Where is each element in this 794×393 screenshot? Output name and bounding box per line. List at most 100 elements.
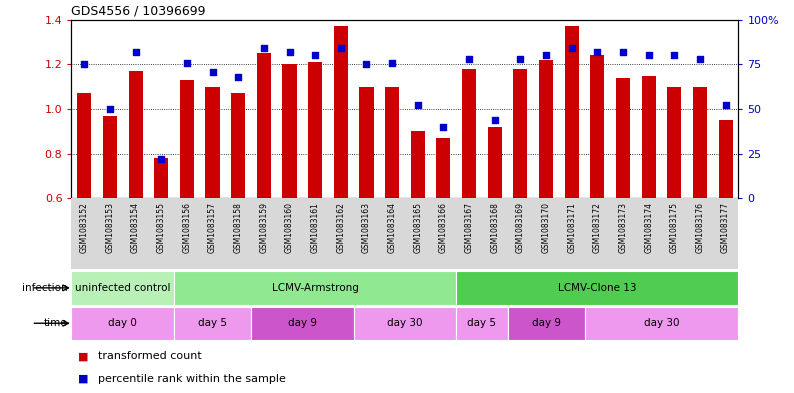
Text: LCMV-Armstrong: LCMV-Armstrong [272, 283, 359, 293]
Bar [308, 62, 322, 198]
Bar [179, 80, 194, 198]
Point [386, 59, 399, 66]
Text: ■: ■ [78, 351, 89, 361]
Bar [667, 87, 681, 198]
Text: GSM1083153: GSM1083153 [106, 202, 114, 253]
Point [360, 61, 373, 68]
Point [283, 49, 296, 55]
Point [155, 156, 168, 162]
Point [180, 59, 193, 66]
Bar [507, 307, 584, 340]
Bar [256, 53, 271, 198]
Bar [488, 127, 502, 198]
Text: GSM1083158: GSM1083158 [233, 202, 243, 253]
Text: GSM1083162: GSM1083162 [337, 202, 345, 253]
Text: GSM1083174: GSM1083174 [644, 202, 653, 253]
Point [103, 106, 116, 112]
Text: GSM1083169: GSM1083169 [516, 202, 525, 253]
Bar [457, 271, 738, 305]
Bar [462, 69, 476, 198]
Text: GSM1083152: GSM1083152 [79, 202, 89, 253]
Text: day 9: day 9 [531, 318, 561, 328]
Bar [719, 120, 733, 198]
Bar [129, 71, 143, 198]
Text: day 0: day 0 [108, 318, 137, 328]
Text: day 9: day 9 [288, 318, 317, 328]
Text: GSM1083163: GSM1083163 [362, 202, 371, 253]
Text: GSM1083170: GSM1083170 [542, 202, 550, 253]
Bar [154, 158, 168, 198]
Point [257, 45, 270, 51]
Text: GSM1083156: GSM1083156 [183, 202, 191, 253]
Text: percentile rank within the sample: percentile rank within the sample [98, 374, 286, 384]
Bar [103, 116, 117, 198]
Text: GSM1083167: GSM1083167 [464, 202, 473, 253]
Point [617, 49, 630, 55]
Text: GSM1083168: GSM1083168 [490, 202, 499, 253]
Point [719, 102, 732, 108]
Bar [539, 60, 553, 198]
Bar [693, 87, 707, 198]
Point [78, 61, 91, 68]
Point [694, 56, 707, 62]
Text: GSM1083172: GSM1083172 [593, 202, 602, 253]
Text: day 5: day 5 [198, 318, 227, 328]
Text: time: time [44, 318, 67, 328]
Bar [360, 87, 373, 198]
Bar [410, 131, 425, 198]
Point [642, 52, 655, 59]
Text: transformed count: transformed count [98, 351, 202, 361]
Text: day 5: day 5 [468, 318, 496, 328]
Text: GSM1083173: GSM1083173 [619, 202, 627, 253]
Bar [584, 307, 738, 340]
Text: GSM1083171: GSM1083171 [567, 202, 576, 253]
Bar [385, 87, 399, 198]
Point [668, 52, 680, 59]
Text: GSM1083165: GSM1083165 [413, 202, 422, 253]
Point [206, 68, 219, 75]
Bar [283, 64, 296, 198]
Bar [71, 307, 174, 340]
Bar [353, 307, 457, 340]
Text: uninfected control: uninfected control [75, 283, 171, 293]
Point [463, 56, 476, 62]
Point [514, 56, 526, 62]
Text: ■: ■ [78, 374, 89, 384]
Bar [71, 271, 174, 305]
Point [334, 45, 347, 51]
Bar [513, 69, 527, 198]
Point [591, 49, 603, 55]
Bar [590, 55, 604, 198]
Text: GSM1083155: GSM1083155 [156, 202, 166, 253]
Text: GSM1083176: GSM1083176 [696, 202, 704, 253]
Bar [457, 307, 507, 340]
Bar [251, 307, 353, 340]
Text: GSM1083157: GSM1083157 [208, 202, 217, 253]
Text: LCMV-Clone 13: LCMV-Clone 13 [558, 283, 637, 293]
Point [437, 124, 449, 130]
Bar [565, 26, 579, 198]
Bar [206, 87, 220, 198]
Text: GSM1083175: GSM1083175 [670, 202, 679, 253]
Bar [642, 75, 656, 198]
Bar [231, 94, 245, 198]
Text: GSM1083164: GSM1083164 [387, 202, 397, 253]
Bar [77, 94, 91, 198]
Text: GSM1083177: GSM1083177 [721, 202, 730, 253]
Point [565, 45, 578, 51]
Text: day 30: day 30 [387, 318, 422, 328]
Text: GSM1083166: GSM1083166 [439, 202, 448, 253]
Text: GSM1083154: GSM1083154 [131, 202, 140, 253]
Text: day 30: day 30 [644, 318, 679, 328]
Bar [333, 26, 348, 198]
Bar [437, 138, 450, 198]
Bar [174, 271, 457, 305]
Text: infection: infection [22, 283, 67, 293]
Text: GSM1083159: GSM1083159 [260, 202, 268, 253]
Text: GDS4556 / 10396699: GDS4556 / 10396699 [71, 4, 206, 17]
Bar [174, 307, 251, 340]
Point [232, 74, 245, 80]
Point [540, 52, 553, 59]
Point [488, 117, 501, 123]
Text: GSM1083161: GSM1083161 [310, 202, 320, 253]
